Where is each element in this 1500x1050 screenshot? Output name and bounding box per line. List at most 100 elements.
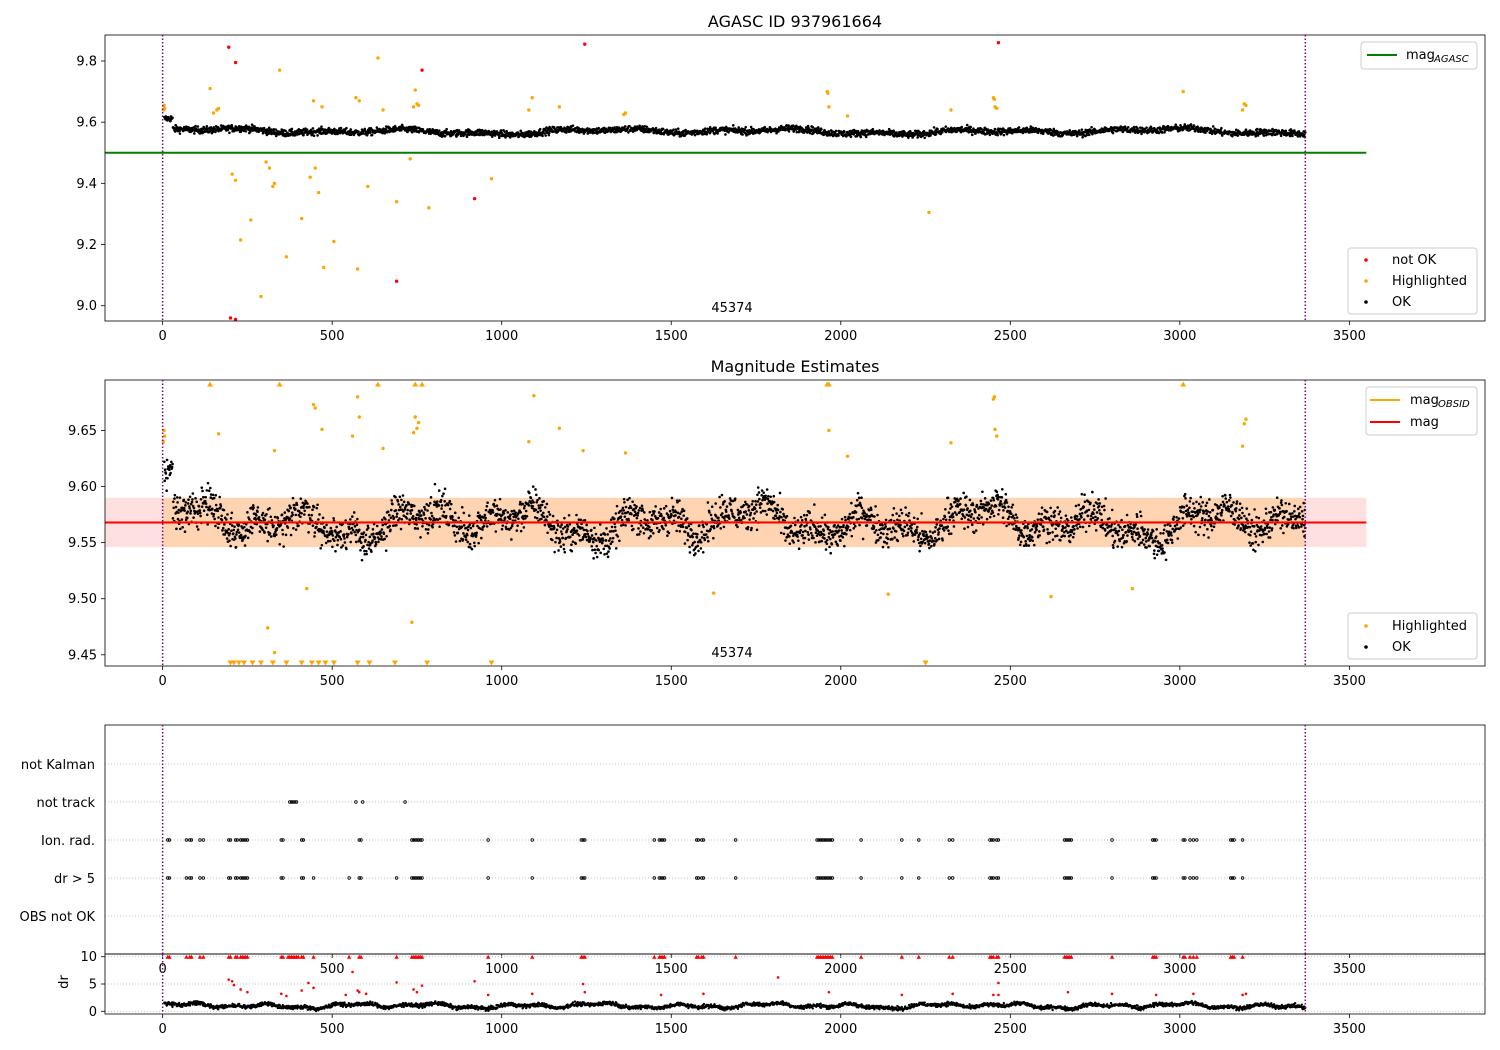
- ok-point: [787, 124, 790, 127]
- ok-point: [671, 505, 675, 509]
- ok-point: [823, 537, 826, 540]
- ok-point: [302, 506, 305, 510]
- ok-point: [294, 513, 298, 517]
- ok-point: [551, 538, 554, 542]
- ok-point: [828, 545, 831, 549]
- ok-point: [918, 532, 922, 535]
- ok-point: [613, 517, 616, 520]
- ok-point: [864, 135, 868, 139]
- ok-point: [636, 514, 640, 517]
- ok-point: [674, 128, 678, 131]
- ok-point: [453, 534, 457, 537]
- ok-point: [845, 532, 848, 536]
- ok-point: [199, 514, 202, 518]
- ok-point: [510, 524, 514, 528]
- ok-point: [602, 547, 606, 551]
- ok-point: [395, 512, 399, 516]
- ok-point: [235, 533, 238, 536]
- ok-point: [189, 512, 192, 515]
- ok-point: [388, 130, 391, 134]
- ok-point: [209, 486, 212, 490]
- highlighted-point: [408, 157, 412, 161]
- ok-point: [793, 516, 796, 520]
- ok-point: [561, 127, 564, 131]
- ok-point: [858, 523, 861, 527]
- ok-point: [887, 127, 891, 131]
- ok-point: [206, 481, 210, 485]
- ok-point: [409, 512, 413, 515]
- ok-point: [256, 506, 260, 509]
- ok-point: [737, 516, 741, 520]
- ok-point: [330, 531, 334, 535]
- ok-point: [750, 502, 754, 506]
- ok-point: [918, 549, 921, 553]
- ok-point: [307, 531, 310, 534]
- ok-point: [760, 489, 764, 492]
- ok-point: [274, 533, 278, 536]
- ok-point: [173, 493, 177, 497]
- ok-point: [675, 529, 678, 533]
- ok-point: [854, 511, 858, 514]
- ok-point: [582, 528, 586, 532]
- ok-point: [555, 528, 559, 532]
- panel-axes: 0 500 1000 1500 2000 2500 3000 35009.09.29.49.6…: [76, 34, 1486, 344]
- ok-point: [660, 514, 663, 518]
- ok-point: [535, 493, 538, 497]
- ok-point: [405, 126, 408, 129]
- ok-point: [598, 523, 602, 526]
- ok-point: [563, 550, 567, 554]
- ok-point: [703, 127, 707, 130]
- ok-point: [955, 130, 958, 134]
- ok-point: [244, 534, 247, 538]
- legend-subscript: AGASC: [1433, 54, 1469, 65]
- ok-point: [792, 541, 795, 544]
- ok-point: [163, 460, 166, 464]
- ok-point: [493, 505, 496, 508]
- ok-point: [276, 516, 280, 520]
- legend-marker-ok: [1364, 300, 1368, 304]
- ok-point: [785, 123, 788, 127]
- ok-point: [398, 517, 401, 520]
- ok-point: [915, 525, 919, 529]
- highlighted-point: [208, 86, 212, 91]
- ok-point: [1291, 134, 1294, 138]
- ok-point: [861, 516, 864, 520]
- ok-point: [642, 531, 646, 535]
- ok-point: [320, 125, 323, 129]
- ok-point: [822, 529, 826, 532]
- ok-point: [203, 499, 207, 503]
- ok-point: [368, 131, 372, 134]
- ok-point: [242, 129, 246, 133]
- not-ok-point: [583, 42, 587, 46]
- ok-point: [334, 129, 338, 132]
- ok-point: [890, 530, 893, 534]
- ok-point: [443, 487, 447, 491]
- ok-point: [593, 548, 597, 552]
- highlighted-point: [413, 88, 417, 92]
- ok-point: [619, 515, 623, 518]
- ok-point: [301, 501, 305, 505]
- ok-point: [475, 531, 478, 535]
- ok-point: [290, 511, 294, 514]
- ok-point: [221, 529, 224, 532]
- ok-point: [827, 525, 830, 529]
- ok-point: [233, 525, 236, 528]
- ok-point: [484, 508, 488, 512]
- ok-point: [620, 518, 624, 522]
- highlighted-point: [557, 105, 562, 109]
- not-ok-point: [996, 40, 1001, 45]
- ok-point: [745, 513, 749, 516]
- ok-point: [809, 531, 813, 535]
- ok-point: [867, 129, 870, 133]
- ok-point: [382, 532, 386, 536]
- ok-point: [201, 489, 204, 493]
- ok-point: [524, 509, 528, 513]
- ok-point: [284, 129, 287, 133]
- ok-point: [683, 134, 687, 137]
- ok-point: [916, 517, 919, 521]
- ok-point: [654, 505, 657, 508]
- ok-point: [741, 133, 744, 136]
- ok-point: [451, 515, 454, 519]
- ok-point: [912, 540, 916, 543]
- ok-point: [800, 518, 804, 522]
